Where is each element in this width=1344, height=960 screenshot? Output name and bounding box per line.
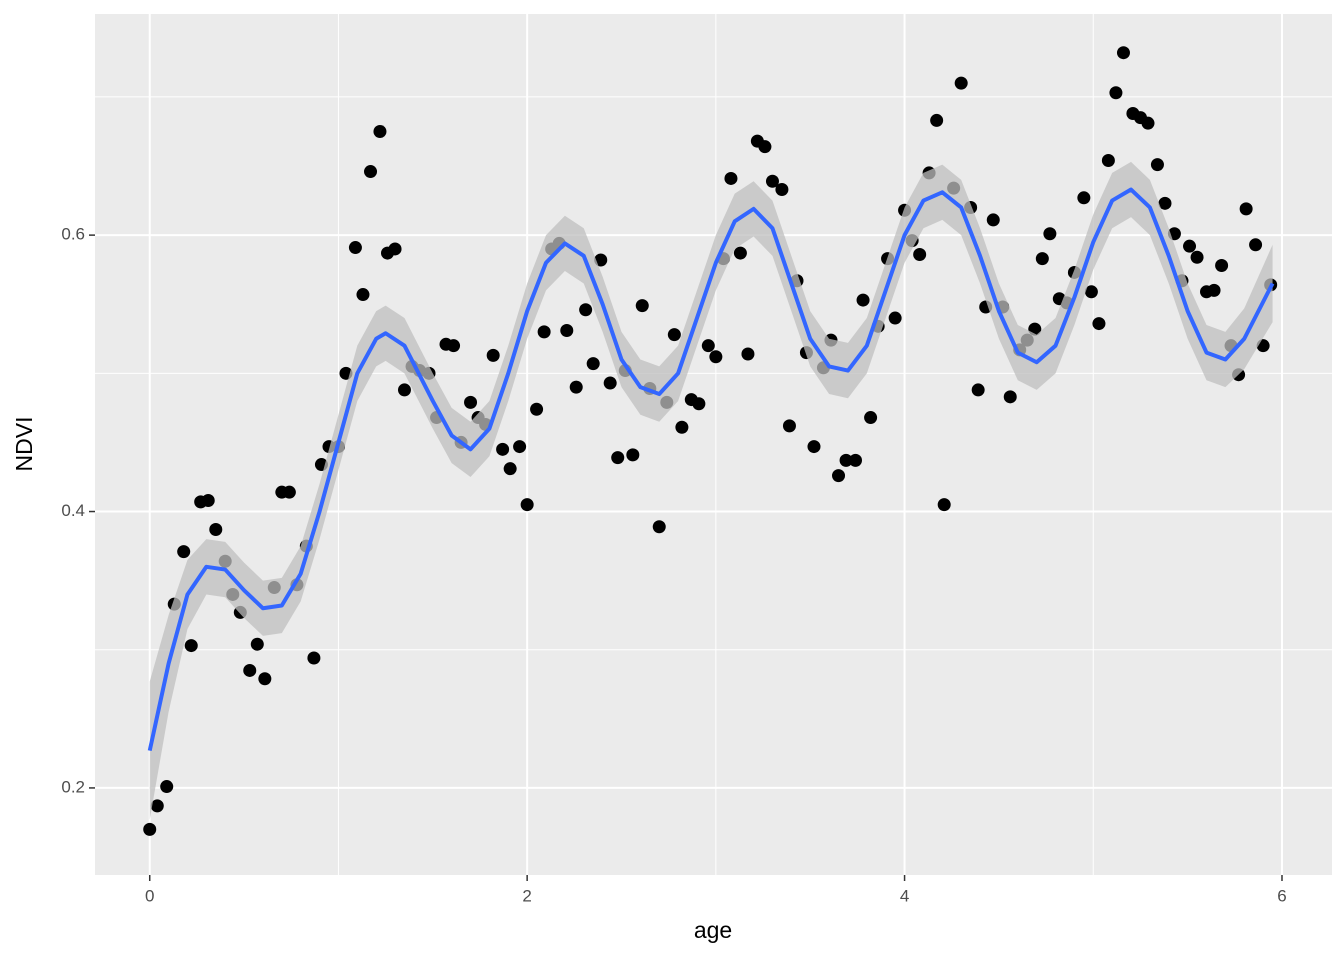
point: [741, 347, 755, 361]
point: [307, 651, 321, 665]
point: [733, 246, 747, 260]
point: [1116, 46, 1130, 60]
point: [758, 140, 772, 154]
smooth-line: [147, 187, 1275, 752]
point: [1109, 86, 1123, 100]
point: [530, 402, 544, 416]
y-tick-label: 0.2: [61, 777, 85, 796]
point: [765, 174, 779, 188]
point: [209, 522, 223, 536]
x-tick-label: 6: [1277, 886, 1286, 905]
point: [856, 293, 870, 307]
point: [579, 303, 593, 317]
point: [388, 242, 402, 256]
point: [160, 780, 174, 794]
point: [201, 493, 215, 507]
point: [464, 395, 478, 409]
point: [1207, 283, 1221, 297]
point: [635, 299, 649, 313]
point: [150, 799, 164, 813]
point: [348, 241, 362, 255]
point: [569, 380, 583, 394]
point: [560, 323, 574, 337]
point: [1215, 259, 1229, 273]
point: [954, 76, 968, 90]
point: [930, 113, 944, 127]
point: [888, 311, 902, 325]
point: [364, 165, 378, 179]
point: [143, 822, 157, 836]
point: [503, 462, 517, 476]
point: [937, 498, 951, 512]
point: [520, 498, 534, 512]
point: [184, 639, 198, 653]
confidence-band: [149, 161, 1273, 820]
y-tick-label: 0.4: [61, 501, 85, 520]
point: [864, 411, 878, 425]
point: [839, 453, 853, 467]
point: [667, 328, 681, 342]
point: [537, 325, 551, 339]
point: [486, 348, 500, 362]
point: [709, 350, 723, 364]
point: [177, 545, 191, 559]
x-axis-title: age: [694, 917, 732, 943]
point: [986, 213, 1000, 227]
point: [1092, 317, 1106, 331]
y-tick-label: 0.6: [61, 225, 85, 244]
point: [724, 171, 738, 185]
point: [849, 453, 863, 467]
point: [1084, 285, 1098, 299]
point: [971, 383, 985, 397]
point: [397, 383, 411, 397]
point: [1077, 191, 1091, 205]
point: [282, 485, 296, 499]
point: [675, 420, 689, 434]
point: [513, 440, 527, 454]
point: [594, 253, 608, 267]
point: [626, 448, 640, 462]
point: [586, 357, 600, 371]
point: [1249, 238, 1263, 252]
point: [1150, 158, 1164, 172]
point: [775, 183, 789, 197]
panel: [95, 14, 1332, 875]
point: [913, 247, 927, 261]
point: [496, 442, 510, 456]
point: [1101, 153, 1115, 167]
point: [356, 288, 370, 302]
point: [373, 124, 387, 138]
point: [1239, 202, 1253, 216]
point: [652, 520, 666, 534]
point: [1158, 196, 1172, 210]
point: [1043, 227, 1057, 241]
point: [782, 419, 796, 433]
y-axis-title: NDVI: [11, 417, 37, 472]
x-tick-label: 0: [145, 886, 154, 905]
x-tick-label: 2: [522, 886, 531, 905]
point: [1003, 390, 1017, 404]
point: [1141, 116, 1155, 130]
point: [1190, 250, 1204, 264]
point: [243, 663, 257, 677]
point: [692, 397, 706, 411]
point: [250, 637, 264, 651]
point: [701, 339, 715, 353]
point: [1183, 239, 1197, 253]
point: [1035, 252, 1049, 266]
x-tick-label: 4: [900, 886, 909, 905]
point: [447, 339, 461, 353]
point: [611, 451, 625, 465]
point: [258, 672, 272, 686]
point: [807, 440, 821, 454]
point: [832, 469, 846, 483]
point: [603, 376, 617, 390]
